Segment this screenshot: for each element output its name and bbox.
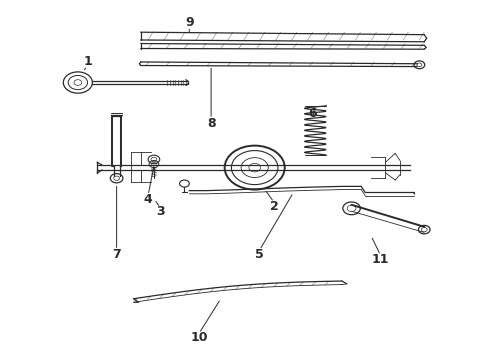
Text: 8: 8	[207, 117, 216, 130]
Text: 2: 2	[270, 200, 278, 213]
Text: 11: 11	[372, 253, 390, 266]
Text: 5: 5	[255, 248, 264, 261]
Text: 6: 6	[309, 107, 317, 120]
Text: 10: 10	[190, 331, 208, 344]
Text: 4: 4	[144, 193, 152, 206]
Text: 9: 9	[185, 16, 194, 29]
Text: 7: 7	[112, 248, 121, 261]
Text: 1: 1	[83, 55, 92, 68]
Text: 3: 3	[156, 206, 165, 219]
